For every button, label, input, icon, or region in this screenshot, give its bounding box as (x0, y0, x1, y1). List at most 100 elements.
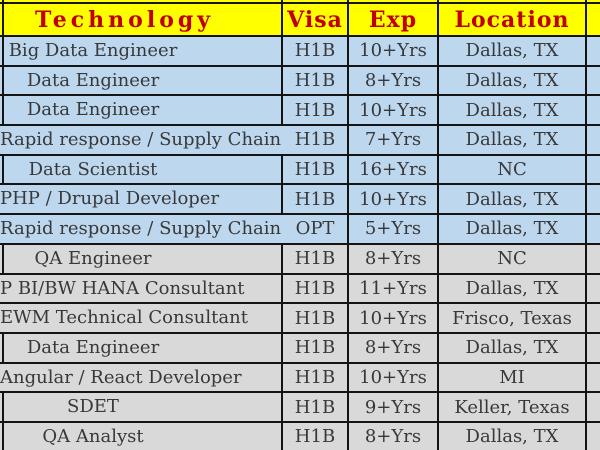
cropped-top-cell (439, 0, 585, 2)
cropped-top-cell (349, 0, 437, 2)
row-edge-cell (0, 66, 2, 95)
visa-cell: H1B (283, 363, 347, 392)
technology-cell: SDET (4, 393, 281, 421)
technology-cell: Angular / React Developer (0, 363, 281, 392)
location-cell: Keller, Texas (439, 393, 585, 421)
exp-cell: 5+Yrs (349, 215, 437, 243)
technology-cell: Rapid response / Supply Chain (0, 126, 288, 154)
technology-cell: Big Data Engineer (4, 37, 281, 65)
row-edge-cell (0, 393, 2, 421)
technology-text: Big Data Engineer (8, 40, 178, 61)
row-edge-cell (0, 333, 2, 362)
location-cell: Dallas, TX (439, 66, 585, 95)
technology-text: P BI/BW HANA Consultant (0, 274, 251, 303)
column-header-technology: Technology (4, 4, 281, 35)
technology-cell: QA Engineer (4, 244, 281, 273)
row-edge-cell (0, 4, 2, 35)
row-edge-cell (587, 4, 600, 35)
row-edge-cell (587, 37, 600, 65)
row-edge-cell (0, 155, 2, 184)
row-edge-cell (587, 185, 600, 214)
technology-text: Angular / React Developer (0, 363, 248, 392)
visa-cell: H1B (283, 37, 347, 65)
visa-cell: H1B (283, 304, 347, 332)
location-cell: Dallas, TX (439, 422, 585, 450)
technology-cell: Data Engineer (4, 66, 281, 95)
location-cell: Dallas, TX (439, 185, 585, 214)
location-cell: NC (439, 244, 585, 273)
row-edge-cell (587, 66, 600, 95)
row-edge-cell (587, 333, 600, 362)
visa-cell: H1B (283, 66, 347, 95)
technology-text: QA Analyst (42, 425, 144, 447)
visa-cell: H1B (283, 393, 347, 421)
technology-cell: Data Engineer (4, 96, 281, 125)
row-edge-cell (587, 244, 600, 273)
location-cell: Dallas, TX (439, 274, 585, 303)
location-cell: Dallas, TX (439, 126, 585, 154)
location-cell: Dallas, TX (439, 37, 585, 65)
row-edge-cell (587, 155, 600, 184)
technology-cell: Data Engineer (4, 333, 281, 362)
row-edge-cell (587, 215, 600, 243)
cropped-top-cell (587, 0, 600, 2)
technology-text: PHP / Drupal Developer (0, 185, 226, 214)
technology-text: SDET (67, 396, 119, 418)
technology-text: Data Scientist (28, 158, 158, 180)
location-cell: NC (439, 155, 585, 184)
exp-cell: 7+Yrs (349, 126, 437, 154)
exp-cell: 10+Yrs (349, 37, 437, 65)
row-edge-cell (587, 126, 600, 154)
row-edge-cell (0, 422, 2, 450)
technology-text: Data Engineer (26, 336, 160, 358)
row-edge-cell (587, 96, 600, 125)
location-cell: MI (439, 363, 585, 392)
cropped-top-cell (0, 0, 2, 2)
location-cell: Frisco, Texas (439, 304, 585, 332)
row-edge-cell (587, 363, 600, 392)
visa-cell: OPT (283, 215, 347, 243)
visa-cell: H1B (283, 185, 347, 214)
technology-cell: Data Scientist (4, 155, 281, 184)
technology-text: QA Engineer (34, 247, 152, 269)
row-edge-cell (587, 422, 600, 450)
exp-cell: 16+Yrs (349, 155, 437, 184)
location-cell: Dallas, TX (439, 333, 585, 362)
technology-text: Data Engineer (26, 99, 160, 121)
technology-text: Rapid response / Supply Chain (0, 215, 288, 243)
cropped-top-cell (283, 0, 347, 2)
exp-cell: 8+Yrs (349, 333, 437, 362)
row-edge-cell (0, 244, 2, 273)
row-edge-cell (587, 304, 600, 332)
exp-cell: 10+Yrs (349, 304, 437, 332)
row-edge-cell (0, 37, 2, 65)
row-edge-cell (587, 274, 600, 303)
exp-cell: 10+Yrs (349, 96, 437, 125)
exp-cell: 8+Yrs (349, 66, 437, 95)
visa-cell: H1B (283, 274, 347, 303)
column-header-exp: Exp (349, 4, 437, 35)
column-header-location: Location (439, 4, 585, 35)
exp-cell: 11+Yrs (349, 274, 437, 303)
exp-cell: 10+Yrs (349, 185, 437, 214)
visa-cell: H1B (283, 96, 347, 125)
exp-cell: 9+Yrs (349, 393, 437, 421)
visa-cell: H1B (283, 244, 347, 273)
technology-cell: EWM Technical Consultant (0, 304, 281, 332)
technology-text: Data Engineer (26, 69, 160, 91)
technology-text: Rapid response / Supply Chain (0, 126, 288, 154)
technology-cell: P BI/BW HANA Consultant (0, 274, 281, 303)
visa-cell: H1B (283, 155, 347, 184)
technology-cell: PHP / Drupal Developer (0, 185, 281, 214)
exp-cell: 8+Yrs (349, 422, 437, 450)
column-header-visa: Visa (283, 4, 347, 35)
visa-cell: H1B (283, 333, 347, 362)
location-cell: Dallas, TX (439, 96, 585, 125)
location-cell: Dallas, TX (439, 215, 585, 243)
cropped-top-cell (4, 0, 281, 2)
technology-cell: Rapid response / Supply Chain (0, 215, 288, 243)
visa-cell: H1B (283, 422, 347, 450)
visa-cell: H1B (283, 126, 347, 154)
